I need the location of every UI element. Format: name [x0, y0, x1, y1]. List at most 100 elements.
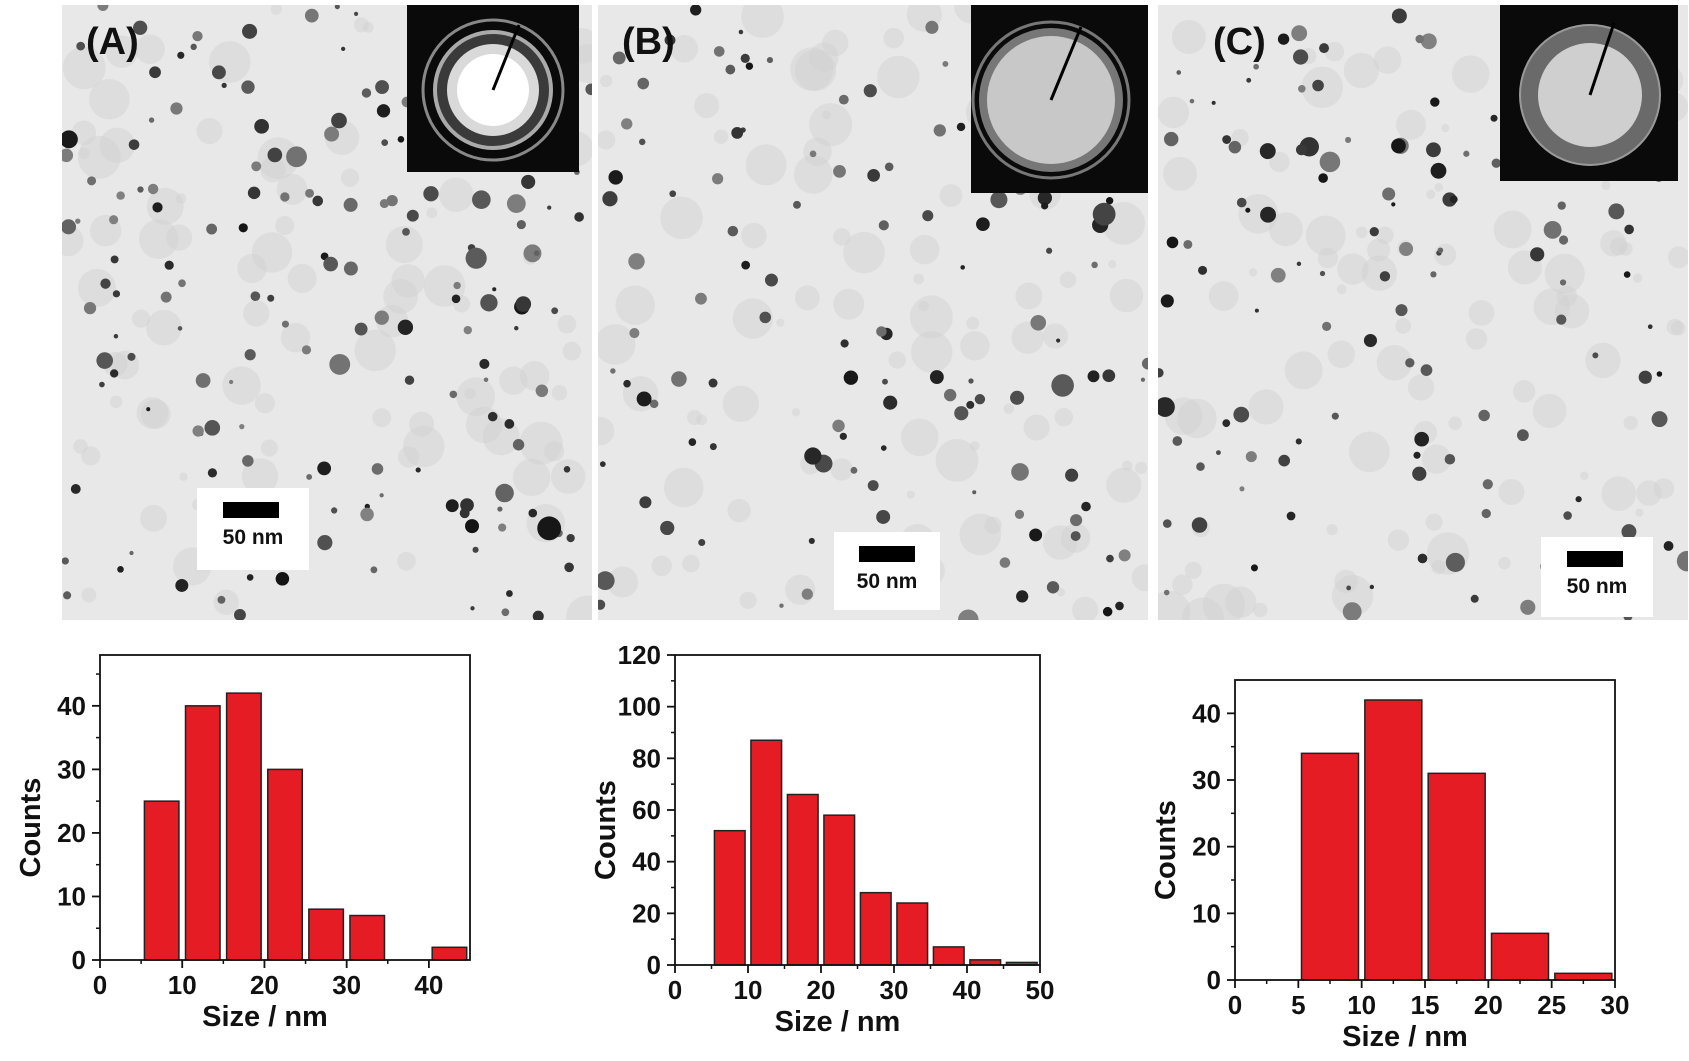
particle [239, 424, 245, 430]
particle [470, 606, 475, 611]
particle [99, 381, 105, 388]
y-tick-label: 20 [632, 898, 661, 928]
diffraction-inset-c [1500, 5, 1678, 181]
particle [628, 253, 645, 270]
y-tick-label: 60 [632, 795, 661, 825]
particle [740, 53, 750, 63]
particle [1651, 411, 1668, 428]
particle [764, 273, 778, 287]
particle [1415, 34, 1425, 44]
particle [566, 533, 575, 543]
particle [286, 146, 307, 168]
particle [1198, 265, 1208, 275]
particle [63, 591, 72, 600]
panel-label-a: (A) [86, 21, 139, 63]
particle [62, 148, 74, 163]
particle [523, 244, 542, 263]
particle [1391, 8, 1407, 24]
panel-label-b: (B) [622, 21, 675, 63]
particle [766, 57, 774, 64]
particle [1445, 552, 1465, 573]
particle [1345, 136, 1352, 143]
particle [1319, 270, 1326, 277]
particle [127, 352, 136, 361]
x-axis-title: Size / nm [202, 1001, 328, 1033]
particle [483, 377, 489, 383]
particle [972, 490, 977, 495]
histogram-bar-4 [266, 768, 304, 961]
x-tick-label: 40 [953, 975, 982, 1005]
particle [882, 378, 888, 385]
particle [487, 411, 498, 422]
particle [1246, 77, 1252, 83]
particle [275, 572, 290, 586]
particle [1245, 207, 1251, 213]
particle [472, 190, 491, 210]
particle [449, 390, 458, 399]
particle [1322, 321, 1332, 331]
histogram-bar-1 [713, 829, 746, 966]
particle [1158, 368, 1164, 378]
y-tick-label: 120 [618, 640, 661, 670]
particle [329, 353, 351, 375]
scale-bar-label-a: 50 nm [222, 526, 284, 549]
particle [1656, 371, 1663, 377]
particle [465, 247, 487, 269]
x-tick-label: 50 [1026, 975, 1055, 1005]
particle [1037, 190, 1053, 206]
particle [537, 516, 562, 541]
particle [1051, 374, 1074, 397]
particle [204, 420, 221, 436]
particle [379, 199, 389, 209]
x-tick-label: 0 [1228, 990, 1242, 1020]
particle [933, 124, 946, 137]
particle [1160, 294, 1174, 308]
particle [1118, 549, 1131, 562]
particle [551, 307, 559, 315]
histogram-bar-4 [823, 814, 856, 966]
y-tick-label: 10 [1192, 898, 1221, 928]
x-tick-label: 30 [332, 970, 361, 1000]
particle [109, 215, 119, 225]
y-axis-title: Counts [15, 778, 47, 878]
particle [850, 466, 858, 474]
particle [1623, 271, 1631, 278]
particle [1189, 98, 1195, 104]
particle [521, 174, 536, 189]
particle [1228, 140, 1242, 154]
particle [1543, 220, 1562, 239]
particle [1164, 131, 1179, 147]
y-tick-label: 40 [57, 691, 86, 721]
x-axis-title: Size / nm [1342, 1021, 1468, 1053]
particle [1556, 314, 1567, 325]
particle [574, 212, 584, 222]
y-tick-label: 30 [57, 754, 86, 784]
particle [506, 194, 526, 213]
histogram-b: 0 10 20 30 40 50 0 20 40 60 80 100 120 Size / nm Count… [590, 640, 1055, 1038]
particle [1558, 235, 1569, 245]
y-tick-label: 80 [632, 743, 661, 773]
particle [1011, 463, 1029, 481]
diffraction-inset-b [971, 5, 1148, 193]
particle [1216, 450, 1221, 456]
particle [504, 419, 515, 429]
particle [62, 130, 78, 149]
diffraction-pattern-c [1519, 22, 1661, 166]
particle [1430, 271, 1437, 278]
x-tick-label: 20 [250, 970, 279, 1000]
particle [379, 493, 384, 498]
particle [190, 43, 197, 51]
particle [563, 466, 571, 473]
particle [1481, 508, 1491, 519]
plot-frame [1234, 679, 1616, 981]
particle [725, 64, 736, 75]
particle [250, 291, 261, 302]
particle [1399, 241, 1414, 256]
particle [229, 379, 234, 385]
particle [1295, 438, 1302, 445]
particle [233, 608, 246, 620]
particle [211, 65, 226, 80]
particle [547, 205, 552, 210]
particle [177, 51, 185, 59]
particle [1319, 151, 1341, 173]
